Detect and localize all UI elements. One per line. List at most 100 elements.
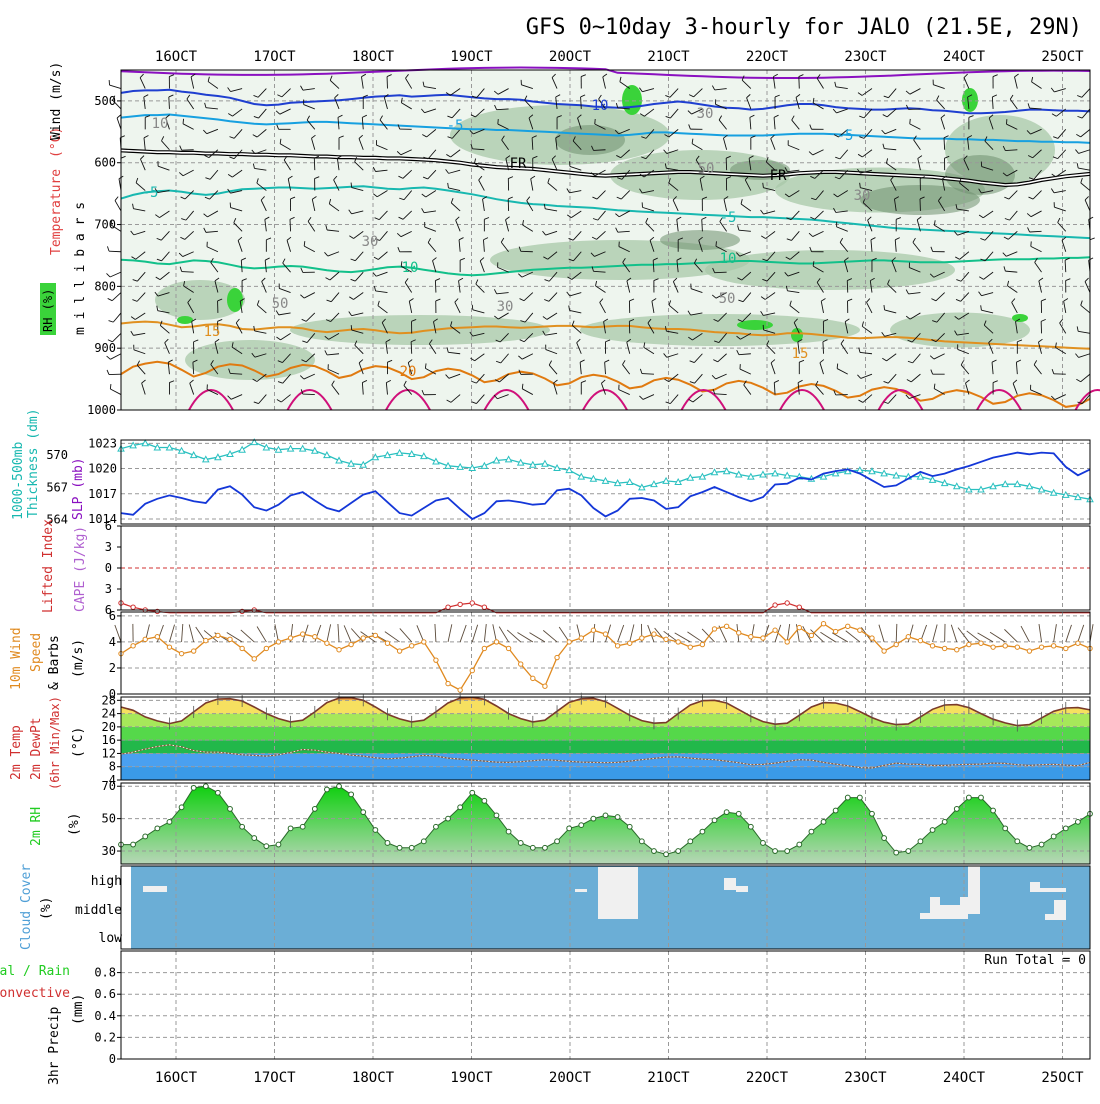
rh2m-point bbox=[821, 819, 826, 824]
date-label-top: 16OCT bbox=[155, 49, 198, 65]
wind10m-point bbox=[216, 633, 220, 637]
wind10m-point bbox=[397, 649, 401, 653]
rh-shaded-region bbox=[290, 315, 550, 345]
temp2m-label-1: 2m Temp bbox=[9, 725, 24, 780]
wind10m-point bbox=[628, 641, 632, 645]
wind-barb-flag bbox=[884, 305, 885, 310]
temp2m-label-2: 2m DewPt bbox=[29, 717, 44, 780]
wind10m-point bbox=[833, 629, 837, 633]
wind10m-point bbox=[228, 637, 232, 641]
wind10m-point bbox=[264, 646, 268, 650]
wind-barb-flag bbox=[716, 241, 717, 246]
precip-tick-label: 0.6 bbox=[94, 987, 116, 1001]
wind10m-point bbox=[131, 644, 135, 648]
wind10m-point bbox=[567, 640, 571, 644]
wind-barb bbox=[594, 150, 606, 151]
rh2m-point bbox=[312, 807, 317, 812]
wind-tick-label: 4 bbox=[109, 635, 116, 649]
cloud-block bbox=[1040, 888, 1066, 892]
wind10m-point bbox=[313, 635, 317, 639]
rh-high-region bbox=[622, 85, 642, 115]
precip-tick-label: 0.8 bbox=[94, 966, 116, 980]
wind-barb-flag bbox=[522, 384, 523, 389]
rh-shaded-region bbox=[705, 250, 955, 290]
rh2m-point bbox=[615, 815, 620, 820]
cloud-block bbox=[968, 866, 980, 914]
rh2m-point bbox=[373, 828, 378, 833]
temperature-label: Temperature bbox=[49, 169, 64, 255]
wind-label: Wind (m/s) bbox=[49, 62, 64, 140]
rh2m-point bbox=[397, 845, 402, 850]
wind10m-point bbox=[870, 636, 874, 640]
cloud-block bbox=[736, 886, 748, 892]
rh2m-point bbox=[1075, 819, 1080, 824]
rh2m-point bbox=[288, 826, 293, 831]
wind10m-point bbox=[664, 637, 668, 641]
rh2m-point bbox=[240, 824, 245, 829]
rh2m-point bbox=[591, 816, 596, 821]
lifted-index-point bbox=[470, 601, 474, 605]
pressure-tick-label: 700 bbox=[94, 218, 116, 232]
rh2m-point bbox=[555, 839, 560, 844]
rh2m-point bbox=[143, 834, 148, 839]
run-total-label: Run Total = 0 bbox=[984, 953, 1086, 968]
date-label-top: 22OCT bbox=[746, 49, 789, 65]
date-label-top: 20OCT bbox=[549, 49, 592, 65]
cloud-middle-label: middle bbox=[75, 903, 122, 918]
wind10m-point bbox=[797, 625, 801, 629]
wind10m-point bbox=[325, 641, 329, 645]
li-tick-label: 0 bbox=[105, 561, 112, 575]
rh2m-point bbox=[627, 824, 632, 829]
wind-barb bbox=[109, 251, 121, 252]
rh2m-point bbox=[155, 826, 160, 831]
wind-barb-flag bbox=[472, 305, 473, 310]
wind10m-point bbox=[894, 642, 898, 646]
wind10m-point bbox=[155, 635, 159, 639]
contour-label: FR bbox=[770, 168, 787, 184]
contour-label: 50 bbox=[719, 291, 736, 307]
rh2m-point bbox=[809, 829, 814, 834]
precip-label-2: Convective bbox=[0, 986, 70, 1001]
wind-barb-flag bbox=[910, 119, 911, 124]
wind10m-point bbox=[930, 644, 934, 648]
contour-label: 15 bbox=[792, 346, 809, 362]
precip-label-1: Total / Rain bbox=[0, 964, 70, 979]
rh-high-region bbox=[1012, 314, 1028, 322]
rh2m-point bbox=[252, 836, 257, 841]
wind10m-point bbox=[470, 668, 474, 672]
precip-units: (mm) bbox=[71, 994, 86, 1025]
cloud-low-label: low bbox=[99, 931, 123, 946]
contour-label: 10 bbox=[720, 251, 737, 267]
wind10m-point bbox=[712, 627, 716, 631]
contour-label: 30 bbox=[854, 188, 871, 204]
rh2m-point bbox=[603, 813, 608, 818]
contour-label: 50 bbox=[272, 296, 289, 312]
wind10m-point bbox=[361, 636, 365, 640]
rh2m-point bbox=[773, 849, 778, 854]
wind10m-point bbox=[167, 645, 171, 649]
wind10m-point bbox=[385, 641, 389, 645]
contour-label: 10 bbox=[152, 116, 169, 132]
wind-tick-label: 6 bbox=[109, 609, 116, 623]
rh2m-tick-label: 70 bbox=[102, 779, 116, 793]
rh2m-point bbox=[797, 842, 802, 847]
contour-label: 15 bbox=[204, 324, 221, 340]
rh2m-point bbox=[906, 849, 911, 854]
rh2m-point bbox=[676, 849, 681, 854]
rh2m-point bbox=[361, 810, 366, 815]
date-label-bottom: 22OCT bbox=[746, 1070, 789, 1086]
wind10m-point bbox=[446, 681, 450, 685]
wind10m-point bbox=[858, 628, 862, 632]
wind-barb bbox=[823, 342, 824, 354]
wind10m-point bbox=[482, 646, 486, 650]
millibars-label: m i l l i b a r s bbox=[73, 202, 88, 335]
rh2m-point bbox=[228, 807, 233, 812]
rh2m-point bbox=[179, 805, 184, 810]
rh2m-units: (%) bbox=[67, 813, 82, 836]
wind10m-point bbox=[615, 644, 619, 648]
date-label-top: 25OCT bbox=[1041, 49, 1084, 65]
date-label-bottom: 18OCT bbox=[352, 1070, 395, 1086]
wind-barb-flag bbox=[351, 183, 352, 188]
